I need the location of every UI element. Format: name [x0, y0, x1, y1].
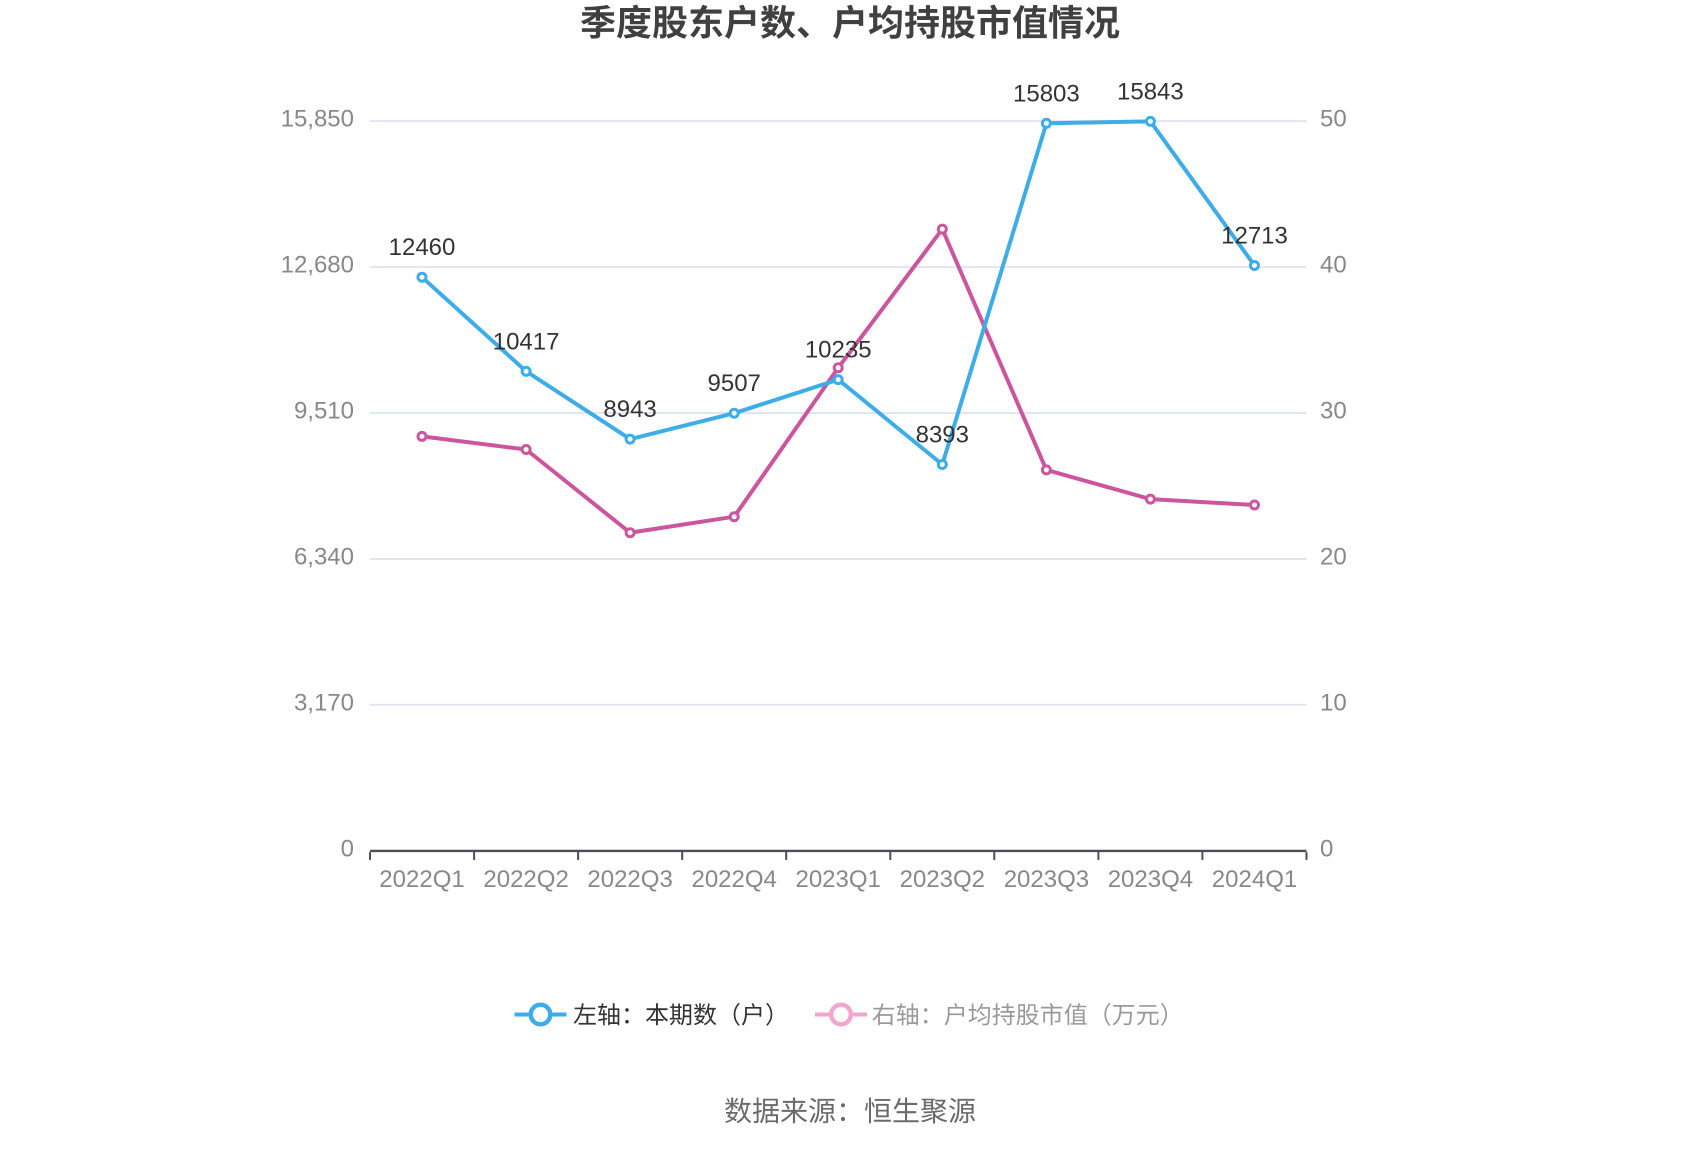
svg-text:2023Q1: 2023Q1 [795, 866, 880, 893]
svg-text:10417: 10417 [493, 328, 560, 355]
svg-text:2023Q3: 2023Q3 [1004, 866, 1089, 893]
svg-text:3,170: 3,170 [294, 689, 354, 716]
svg-text:9507: 9507 [708, 370, 761, 397]
svg-text:2023Q2: 2023Q2 [900, 866, 985, 893]
svg-text:10: 10 [1320, 689, 1347, 716]
svg-text:10235: 10235 [805, 337, 872, 364]
svg-text:8943: 8943 [603, 396, 656, 423]
svg-text:20: 20 [1320, 544, 1347, 571]
svg-text:12,680: 12,680 [281, 252, 354, 279]
svg-text:8393: 8393 [916, 422, 969, 449]
svg-text:50: 50 [1320, 106, 1347, 133]
svg-text:2022Q4: 2022Q4 [691, 866, 776, 893]
svg-text:0: 0 [1320, 835, 1333, 862]
svg-text:15803: 15803 [1013, 80, 1080, 107]
svg-text:15843: 15843 [1117, 78, 1184, 105]
svg-text:2023Q4: 2023Q4 [1108, 866, 1193, 893]
svg-text:12460: 12460 [389, 234, 456, 261]
svg-text:6,340: 6,340 [294, 544, 354, 571]
svg-text:30: 30 [1320, 398, 1347, 425]
svg-text:2022Q1: 2022Q1 [379, 866, 464, 893]
svg-text:0: 0 [341, 835, 354, 862]
svg-text:2022Q3: 2022Q3 [587, 866, 672, 893]
svg-text:9,510: 9,510 [294, 398, 354, 425]
svg-text:2024Q1: 2024Q1 [1212, 866, 1297, 893]
svg-text:15,850: 15,850 [281, 106, 354, 133]
svg-text:2022Q2: 2022Q2 [483, 866, 568, 893]
svg-text:12713: 12713 [1221, 223, 1288, 250]
svg-text:40: 40 [1320, 252, 1347, 279]
